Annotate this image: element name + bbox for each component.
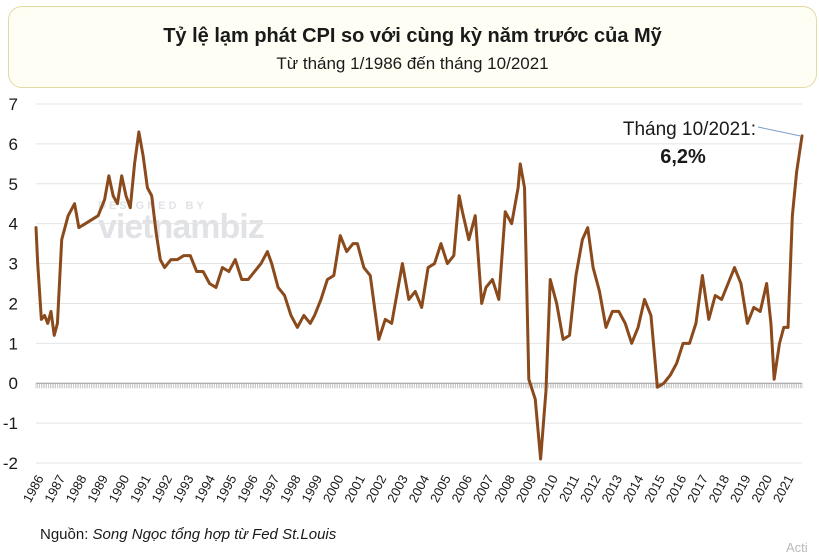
x-tick-label: 2016 (663, 472, 690, 505)
x-tick-label: 2001 (341, 472, 368, 505)
annotation-label: Tháng 10/2021: (623, 119, 756, 140)
y-tick-label: -2 (3, 454, 18, 473)
y-tick-label: 7 (9, 95, 18, 114)
x-tick-label: 2004 (406, 472, 433, 505)
x-tick-label: 1986 (20, 472, 47, 505)
title-box: Tỷ lệ lạm phát CPI so với cùng kỳ năm tr… (8, 6, 817, 88)
corner-overlay-text: Acti (786, 540, 808, 555)
x-tick-label: 2002 (363, 472, 390, 505)
x-axis: 1986198719881989199019911992199319941995… (20, 382, 803, 505)
x-tick-label: 2012 (577, 472, 604, 505)
y-tick-label: 1 (9, 334, 18, 353)
x-tick-label: 2003 (384, 472, 411, 505)
x-tick-label: 2007 (470, 472, 497, 505)
x-tick-label: 2005 (427, 472, 454, 505)
x-tick-label: 1999 (298, 472, 325, 505)
source-text: Song Ngọc tổng hợp từ Fed St.Louis (92, 526, 337, 543)
chart-title: Tỷ lệ lạm phát CPI so với cùng kỳ năm tr… (163, 25, 662, 47)
x-tick-label: 1996 (234, 472, 261, 505)
x-tick-label: 1998 (277, 472, 304, 505)
x-tick-label: 2019 (727, 472, 754, 505)
y-tick-label: 5 (9, 175, 18, 194)
series-line (34, 130, 804, 461)
x-tick-label: 1993 (170, 472, 197, 505)
x-tick-label: 2021 (770, 472, 797, 505)
source-note: Nguồn: Song Ngọc tổng hợp từ Fed St.Loui… (40, 526, 336, 543)
chart-subtitle: Từ tháng 1/1986 đến tháng 10/2021 (276, 54, 549, 73)
zero-axis-ticks (35, 383, 803, 389)
x-tick-label: 1990 (106, 472, 133, 505)
annotation-value: 6,2% (660, 146, 706, 168)
y-tick-label: 4 (9, 215, 18, 234)
x-tick-label: 1991 (127, 472, 154, 505)
x-tick-label: 2020 (748, 472, 775, 505)
x-tick-label: 2015 (641, 472, 668, 505)
y-tick-label: 6 (9, 135, 18, 154)
x-tick-label: 2006 (448, 472, 475, 505)
x-tick-label: 2000 (320, 472, 347, 505)
annotation-leader-line (757, 126, 801, 137)
source-label: Nguồn: (40, 526, 89, 543)
x-tick-label: 2014 (620, 472, 647, 505)
x-tick-label: 2017 (684, 472, 711, 505)
x-tick-label: 1987 (41, 472, 68, 505)
y-axis: 7 6 5 4 3 2 1 0 -1 -2 (3, 95, 18, 473)
x-tick-label: 1992 (148, 472, 175, 505)
x-tick-label: 2013 (598, 472, 625, 505)
y-tick-label: 0 (9, 374, 18, 393)
x-tick-label: 2010 (534, 472, 561, 505)
x-tick-label: 1988 (63, 472, 90, 505)
x-tick-label: 1989 (84, 472, 111, 505)
y-tick-label: 3 (9, 255, 18, 274)
y-tick-label: -1 (3, 414, 18, 433)
y-tick-label: 2 (9, 294, 18, 313)
x-tick-label: 2008 (491, 472, 518, 505)
x-tick-label: 1994 (191, 472, 218, 505)
x-tick-label: 1997 (256, 472, 283, 505)
x-tick-label: 1995 (213, 472, 240, 505)
x-tick-label: 2018 (705, 472, 732, 505)
x-tick-label: 2009 (513, 472, 540, 505)
